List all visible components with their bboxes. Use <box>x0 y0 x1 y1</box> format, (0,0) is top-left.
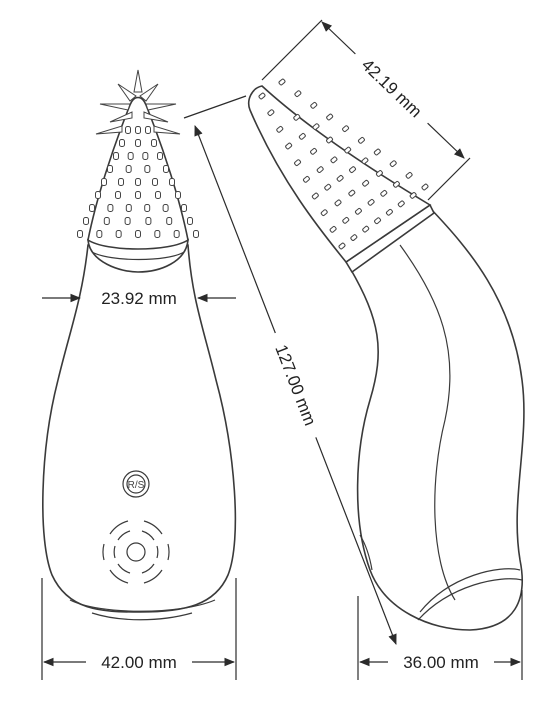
nub <box>278 78 286 86</box>
nub <box>152 178 158 186</box>
vibration-button-icon[interactable] <box>102 520 170 584</box>
front-head-cone <box>87 96 189 250</box>
nub <box>157 152 163 160</box>
nub <box>373 148 381 156</box>
side-width-label: 36.00 mm <box>403 653 479 672</box>
nub <box>294 90 302 98</box>
nub <box>310 101 318 109</box>
nub <box>77 230 83 238</box>
nub <box>83 217 89 225</box>
nub <box>397 200 405 208</box>
nub <box>113 152 119 160</box>
nub <box>125 165 132 173</box>
nub <box>135 191 141 199</box>
nub <box>293 113 301 121</box>
nub <box>193 230 199 238</box>
head-width-label: 42.19 mm <box>358 55 426 121</box>
nub <box>421 183 429 191</box>
nub <box>312 123 320 131</box>
nub <box>135 230 141 238</box>
front-star-tip <box>95 69 181 135</box>
side-body-outline <box>348 206 525 631</box>
nub <box>155 191 161 199</box>
nub <box>187 217 193 225</box>
nub <box>173 230 180 238</box>
nub <box>166 217 173 225</box>
nub <box>135 178 141 186</box>
nub <box>103 217 110 225</box>
nub <box>115 230 122 238</box>
front-width-label: 42.00 mm <box>101 653 177 672</box>
neck-width-label: 23.92 mm <box>101 289 177 308</box>
nub <box>89 204 95 212</box>
nub <box>154 230 161 238</box>
nub <box>144 165 151 173</box>
nub <box>125 126 131 134</box>
nub <box>162 204 169 212</box>
nub <box>258 92 266 100</box>
nub <box>344 146 352 154</box>
nub <box>115 191 121 199</box>
nub <box>95 191 101 199</box>
nub <box>118 178 124 186</box>
nub <box>357 136 365 144</box>
nub <box>124 217 131 225</box>
nub <box>181 204 187 212</box>
nub <box>135 126 141 134</box>
nub <box>405 171 413 179</box>
rs-logo-icon[interactable]: R/S <box>122 470 150 498</box>
front-view: R/S <box>42 69 237 621</box>
neck-width-dimension: 23.92 mm <box>42 286 236 308</box>
front-nubs <box>77 126 199 238</box>
nub <box>169 178 175 186</box>
nub <box>145 126 151 134</box>
front-width-dimension: 42.00 mm <box>41 578 237 680</box>
nub <box>409 192 417 199</box>
nub <box>326 113 334 121</box>
nub <box>107 204 114 212</box>
nub <box>267 109 275 117</box>
nub <box>107 165 113 173</box>
nub <box>175 191 181 199</box>
nub <box>96 230 103 238</box>
side-width-dimension: 36.00 mm <box>357 590 523 680</box>
nub <box>127 152 134 160</box>
nub <box>101 178 107 186</box>
nub <box>163 165 169 173</box>
nub <box>135 139 141 147</box>
nub <box>125 204 132 212</box>
nub <box>361 157 369 165</box>
rs-logo-text: R/S <box>128 480 145 491</box>
nub <box>144 204 151 212</box>
nub <box>119 139 125 147</box>
nub <box>142 152 149 160</box>
nub <box>151 139 157 147</box>
nub <box>145 217 152 225</box>
nub <box>389 160 397 168</box>
nub <box>342 125 350 133</box>
